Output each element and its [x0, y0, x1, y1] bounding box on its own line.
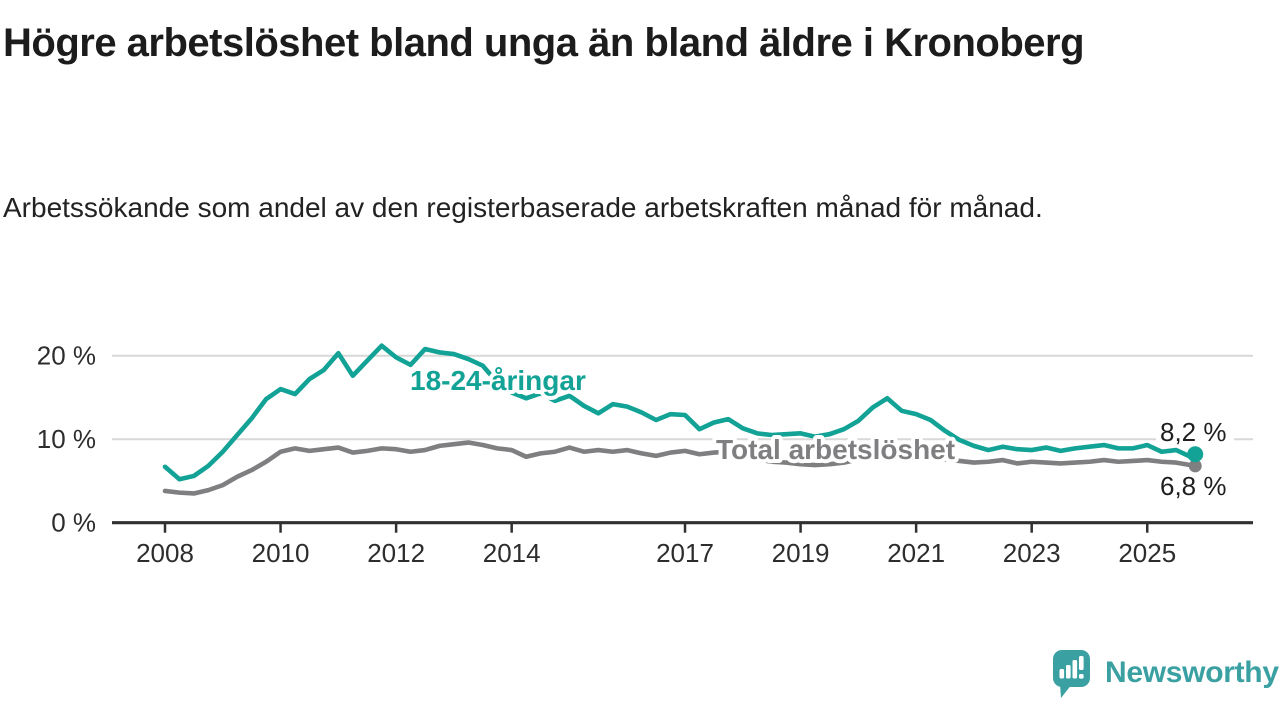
x-axis-tickmarks [163, 523, 1149, 533]
end-value-label-youth: 8,2 % [1160, 417, 1227, 447]
series-line-youth [162, 343, 1198, 482]
x-tick-label: 2014 [483, 538, 541, 568]
x-tick-label: 2008 [136, 538, 194, 568]
x-tick-label: 2025 [1118, 538, 1176, 568]
chart-subtitle: Arbetssökande som andel av den registerb… [3, 192, 1043, 223]
x-tick-label: 2012 [367, 538, 425, 568]
x-axis-labels: 2008 2010 2012 2014 2017 2019 2021 2023 2025 [136, 538, 1176, 568]
end-value-label-total: 6,8 % [1160, 471, 1227, 501]
end-dot-youth [1187, 446, 1204, 463]
newsworthy-logo: Newsworthy [1052, 649, 1279, 699]
y-tick-label: 20 % [37, 341, 96, 371]
x-tick-label: 2019 [772, 538, 830, 568]
series-label-total: Total arbetslöshet [716, 434, 955, 465]
x-tick-label: 2017 [656, 538, 714, 568]
x-tick-label: 2021 [887, 538, 945, 568]
end-dot-total [1188, 459, 1202, 473]
newsworthy-logo-text: Newsworthy [1105, 656, 1279, 689]
end-label-backdrop [1156, 420, 1234, 445]
y-tick-label: 0 % [51, 508, 96, 538]
gridlines [112, 354, 1253, 441]
y-axis-labels: 20 % 10 % 0 % [37, 341, 96, 538]
series-line-total [162, 440, 1198, 496]
y-tick-label: 10 % [37, 424, 96, 454]
newsworthy-logo-icon [1053, 650, 1090, 698]
x-tick-label: 2010 [252, 538, 310, 568]
series-label-youth: 18-24-åringar [410, 365, 586, 396]
x-tick-label: 2023 [1003, 538, 1061, 568]
chart-title: Högre arbetslöshet bland unga än bland ä… [3, 21, 1085, 65]
